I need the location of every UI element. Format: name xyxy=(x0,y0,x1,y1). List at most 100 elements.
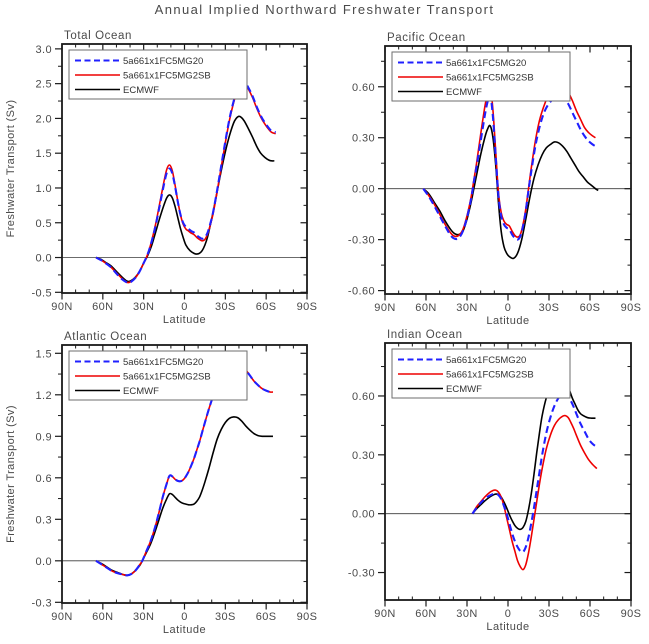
axis-labels: 0.60 0.30 0.00 -0.30 90N 60N 30N 0 30S 60S 90S Lati… xyxy=(348,329,641,633)
y-tick-label: 0.3 xyxy=(36,514,53,526)
x-tick-label: 90N xyxy=(374,608,395,620)
x-tick-label: 60S xyxy=(580,608,601,620)
x-tick-label: 90S xyxy=(621,608,642,620)
panel-pacific: 0.60 0.30 0.00 -0.30 -0.60 90N 60N 30N 0 30S 60S 90… xyxy=(348,32,641,327)
legend-label: 5a661x1FC5MG2SB xyxy=(446,73,534,84)
legend-label: ECMWF xyxy=(446,384,482,395)
y-tick-label: 3.0 xyxy=(36,44,53,56)
x-tick-label: 60N xyxy=(415,302,436,314)
x-tick-label: 90N xyxy=(51,611,72,623)
legend-label: 5a661x1FC5MG2SB xyxy=(123,372,211,383)
y-tick-label: 2.0 xyxy=(36,113,53,125)
curve-5a661x1FC5MG2SB xyxy=(95,82,276,284)
curve-5a661x1FC5MG20 xyxy=(95,81,277,284)
y-tick-label: 0.60 xyxy=(352,391,375,403)
legend-label: 5a661x1FC5MG20 xyxy=(446,58,526,69)
legend-label: 5a661x1FC5MG20 xyxy=(123,357,203,368)
axis-labels: 3.0 2.5 2.0 1.5 1.0 0.5 0.0 -0.5 90N 60N 30N 0 30S 60… xyxy=(5,30,317,326)
y-tick-label: 0.9 xyxy=(36,431,53,443)
x-tick-label: 90S xyxy=(297,301,318,313)
legend-label: 5a661x1FC5MG20 xyxy=(446,355,526,366)
panel-title: Indian Ocean xyxy=(387,329,463,341)
series-curves xyxy=(95,81,277,284)
x-tick-label: 60N xyxy=(92,301,113,313)
curve-ECMWF xyxy=(95,416,273,577)
y-tick-label: 0.5 xyxy=(36,218,53,230)
plot-frame xyxy=(384,45,632,295)
x-axis-label: Latitude xyxy=(486,621,529,633)
y-tick-label: 0.0 xyxy=(36,253,53,265)
legend-label: ECMWF xyxy=(446,87,482,98)
x-tick-label: 30N xyxy=(456,608,477,620)
x-tick-label: 30S xyxy=(215,611,236,623)
x-tick-label: 60S xyxy=(256,301,277,313)
x-tick-label: 90N xyxy=(374,302,395,314)
legend: 5a661x1FC5MG20 5a661x1FC5MG2SB ECMWF xyxy=(391,348,571,399)
curve-5a661x1FC5MG2SB xyxy=(471,414,598,571)
plot-frame xyxy=(384,342,632,601)
legend-label: 5a661x1FC5MG2SB xyxy=(446,370,534,381)
curve-5a661x1FC5MG20 xyxy=(422,93,597,241)
y-tick-label: 1.5 xyxy=(36,148,53,160)
x-tick-label: 90S xyxy=(621,302,642,314)
curve-5a661x1FC5MG20 xyxy=(471,392,598,554)
series-curves xyxy=(422,84,599,260)
y-tick-label: 1.0 xyxy=(36,183,53,195)
legend-label: 5a661x1FC5MG20 xyxy=(123,56,203,67)
x-tick-label: 60N xyxy=(92,611,113,623)
curve-ECMWF xyxy=(95,115,275,283)
y-tick-label: 0.30 xyxy=(352,450,375,462)
axis-labels: 0.60 0.30 0.00 -0.30 -0.60 90N 60N 30N 0 30S 60S 90… xyxy=(348,32,641,327)
curve-ECMWF xyxy=(422,124,599,260)
panel-title: Atlantic Ocean xyxy=(64,331,147,343)
figure-title: Annual Implied Northward Freshwater Tran… xyxy=(154,2,495,17)
panel-title: Pacific Ocean xyxy=(387,32,466,44)
plot-frame xyxy=(61,344,308,604)
x-tick-label: 0 xyxy=(181,301,188,313)
y-tick-label: -0.60 xyxy=(348,286,375,298)
legend-label: ECMWF xyxy=(123,386,159,397)
legend-label: 5a661x1FC5MG2SB xyxy=(123,71,211,82)
y-tick-label: 0.00 xyxy=(352,184,375,196)
y-tick-label: 1.2 xyxy=(36,390,53,402)
y-tick-label: 0.30 xyxy=(352,133,375,145)
y-tick-label: 2.5 xyxy=(36,79,53,91)
y-tick-label: -0.3 xyxy=(31,597,52,609)
y-tick-label: 1.5 xyxy=(36,348,53,360)
x-tick-label: 60S xyxy=(580,302,601,314)
y-axis-label: Freshwater Transport (Sv) xyxy=(5,100,17,238)
x-tick-label: 30N xyxy=(133,611,154,623)
y-tick-label: 0.0 xyxy=(36,556,53,568)
x-tick-label: 30S xyxy=(539,302,560,314)
panel-indian: 0.60 0.30 0.00 -0.30 90N 60N 30N 0 30S 60S 90S Lati… xyxy=(348,329,641,633)
axis-labels: 1.5 1.2 0.9 0.6 0.3 0.0 -0.3 90N 60N 30N 0 30S 60S 90… xyxy=(5,331,317,636)
x-tick-label: 0 xyxy=(181,611,188,623)
plot-frame xyxy=(61,43,308,294)
x-axis-label: Latitude xyxy=(163,624,206,636)
legend: 5a661x1FC5MG20 5a661x1FC5MG2SB ECMWF xyxy=(68,49,248,100)
x-tick-label: 0 xyxy=(505,302,512,314)
y-tick-label: 0.6 xyxy=(36,473,53,485)
y-tick-label: 0.00 xyxy=(352,509,375,521)
x-tick-label: 30N xyxy=(456,302,477,314)
x-tick-label: 90S xyxy=(297,611,318,623)
legend: 5a661x1FC5MG20 5a661x1FC5MG2SB ECMWF xyxy=(391,51,571,102)
x-tick-label: 60S xyxy=(256,611,277,623)
x-tick-label: 0 xyxy=(505,608,512,620)
y-tick-label: -0.5 xyxy=(31,287,52,299)
series-curves xyxy=(471,372,598,571)
panel-total: 3.0 2.5 2.0 1.5 1.0 0.5 0.0 -0.5 90N 60N 30N 0 30S 60… xyxy=(5,30,317,326)
y-axis-label: Freshwater Transport (Sv) xyxy=(5,405,17,543)
y-tick-label: -0.30 xyxy=(348,568,375,580)
panel-atlantic: 1.5 1.2 0.9 0.6 0.3 0.0 -0.3 90N 60N 30N 0 30S 60S 90… xyxy=(5,331,317,636)
y-tick-label: 0.60 xyxy=(352,82,375,94)
x-axis-label: Latitude xyxy=(163,314,206,326)
x-tick-label: 30S xyxy=(539,608,560,620)
y-tick-label: -0.30 xyxy=(348,235,375,247)
x-axis-label: Latitude xyxy=(486,315,529,327)
x-tick-label: 30S xyxy=(215,301,236,313)
panel-title: Total Ocean xyxy=(64,30,132,42)
x-tick-label: 30N xyxy=(133,301,154,313)
